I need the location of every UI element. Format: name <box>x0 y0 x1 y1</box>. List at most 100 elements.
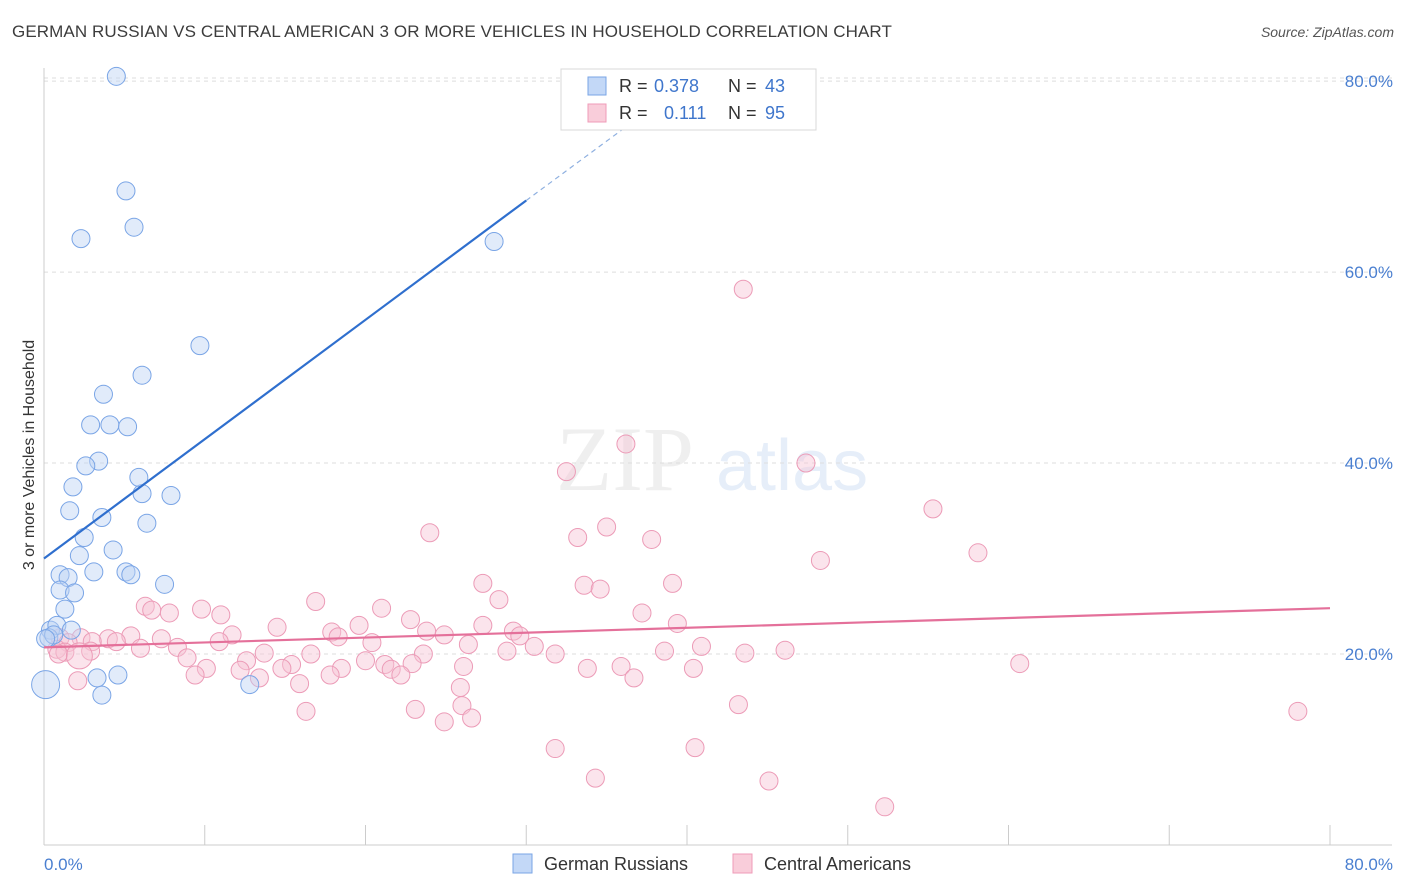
central-americans-point <box>306 592 326 612</box>
x-tick-label: 0.0% <box>44 855 83 874</box>
central-americans-point <box>654 641 674 661</box>
central-americans-point <box>577 658 597 678</box>
central-americans-point <box>420 523 440 543</box>
central-americans-point <box>372 598 392 618</box>
central-americans-point <box>349 615 369 635</box>
german-russians-point <box>132 484 152 504</box>
central-americans-point <box>159 603 179 623</box>
central-americans-point <box>510 626 530 646</box>
chart-title: GERMAN RUSSIAN VS CENTRAL AMERICAN 3 OR … <box>12 22 892 41</box>
german-russians-point <box>155 574 175 594</box>
legend-r-label-2: R = <box>619 103 648 123</box>
central-americans-point <box>331 658 351 678</box>
central-americans-point <box>489 590 509 610</box>
central-americans-point <box>272 658 292 678</box>
german-russians-point <box>36 629 56 649</box>
central-americans-point <box>413 644 433 664</box>
central-americans-point <box>733 279 753 299</box>
central-americans-point <box>328 627 348 647</box>
central-americans-point <box>616 434 636 454</box>
german-russians-point <box>106 66 126 86</box>
german-russians-point <box>71 229 91 249</box>
bottom-legend-label-central-americans: Central Americans <box>764 854 911 874</box>
y-tick-label: 40.0% <box>1345 454 1393 473</box>
watermark: ZIP atlas <box>556 408 868 510</box>
central-americans-point <box>663 573 683 593</box>
legend-n-value-2: 95 <box>765 103 785 123</box>
german-russians-point <box>60 501 80 521</box>
trend-lines <box>43 116 1331 649</box>
y-tick-label: 20.0% <box>1345 645 1393 664</box>
central-americans-point <box>254 643 274 663</box>
central-americans-point <box>130 638 150 658</box>
central-americans-point <box>923 499 943 519</box>
central-americans-point <box>401 610 421 630</box>
german-russians-point <box>484 232 504 252</box>
bottom-legend-swatch-central-americans <box>732 853 753 874</box>
central-americans-point <box>458 634 478 654</box>
central-americans-trendline <box>43 607 1331 649</box>
central-americans-point <box>667 613 687 633</box>
german-russians-point <box>74 528 94 548</box>
legend-n-label-2: N = <box>728 103 757 123</box>
central-americans-points <box>47 279 1308 817</box>
central-americans-point <box>1288 701 1308 721</box>
source-label: Source: ZipAtlas.com <box>1260 24 1394 40</box>
central-americans-point <box>290 674 310 694</box>
bottom-legend-swatch-german-russians <box>512 853 533 874</box>
german-russians-point <box>190 336 210 356</box>
central-americans-point <box>177 648 197 668</box>
bottom-legend-label-german-russians: German Russians <box>544 854 688 874</box>
central-americans-point <box>142 600 162 620</box>
german-russians-point <box>93 384 113 404</box>
german-russians-point <box>63 477 83 497</box>
central-americans-point <box>402 654 422 674</box>
y-axis-label: 3 or more Vehicles in Household <box>21 340 38 570</box>
german-russians-point <box>50 580 70 600</box>
central-americans-point <box>545 739 565 759</box>
central-americans-point <box>556 462 576 482</box>
german-russians-point <box>92 685 112 705</box>
central-americans-point <box>473 573 493 593</box>
german-russians-point <box>132 365 152 385</box>
central-americans-point <box>545 644 565 664</box>
central-americans-point <box>282 655 302 675</box>
central-americans-point <box>211 605 231 625</box>
german-russians-point <box>81 415 101 435</box>
german-russians-point <box>240 675 260 695</box>
y-tick-label: 80.0% <box>1345 72 1393 91</box>
central-americans-point <box>642 529 662 549</box>
german-russians-point <box>87 668 107 688</box>
central-americans-point <box>450 677 470 697</box>
central-americans-point <box>585 768 605 788</box>
german-russians-point <box>84 562 104 582</box>
central-americans-point <box>1010 654 1030 674</box>
legend-swatch-central-americans <box>587 103 607 123</box>
central-americans-point <box>497 641 517 661</box>
central-americans-point <box>759 771 779 791</box>
legend-swatch-german-russians <box>587 76 607 96</box>
central-americans-point <box>590 579 610 599</box>
central-americans-point <box>68 671 88 691</box>
central-americans-point <box>524 636 544 656</box>
central-americans-point <box>185 665 205 685</box>
german-russians-point <box>55 599 75 619</box>
central-americans-point <box>320 665 340 685</box>
legend-r-value-1: 0.378 <box>654 76 699 96</box>
german-russians-point <box>89 451 109 471</box>
bottom-legend: German Russians Central Americans <box>512 853 911 874</box>
y-tick-label: 60.0% <box>1345 263 1393 282</box>
watermark-zip: ZIP <box>556 408 694 510</box>
central-americans-point <box>230 660 250 680</box>
central-americans-point <box>968 543 988 563</box>
german-russians-point <box>61 620 81 640</box>
german-russians-point <box>76 456 96 476</box>
central-americans-point <box>810 550 830 570</box>
x-tick-label: 80.0% <box>1345 855 1393 874</box>
central-americans-point <box>735 643 755 663</box>
central-americans-point <box>796 453 816 473</box>
german-russians-point <box>161 486 181 506</box>
central-americans-point <box>728 695 748 715</box>
central-americans-point <box>237 651 257 671</box>
